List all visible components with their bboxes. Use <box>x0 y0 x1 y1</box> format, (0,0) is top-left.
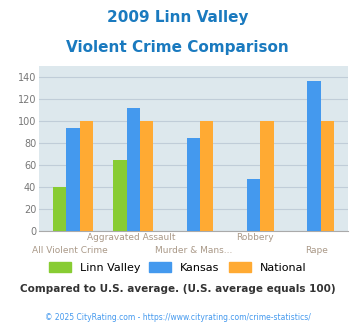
Bar <box>321 121 334 231</box>
Text: All Violent Crime: All Violent Crime <box>32 246 108 255</box>
Bar <box>260 121 274 231</box>
Bar <box>80 121 93 231</box>
Text: Compared to U.S. average. (U.S. average equals 100): Compared to U.S. average. (U.S. average … <box>20 284 335 294</box>
Bar <box>187 138 200 231</box>
Text: © 2025 CityRating.com - https://www.cityrating.com/crime-statistics/: © 2025 CityRating.com - https://www.city… <box>45 313 310 322</box>
Bar <box>247 179 260 231</box>
Bar <box>307 82 321 231</box>
Text: 2009 Linn Valley: 2009 Linn Valley <box>107 10 248 25</box>
Text: Robbery: Robbery <box>236 233 274 242</box>
Legend: Linn Valley, Kansas, National: Linn Valley, Kansas, National <box>44 258 311 278</box>
Text: Violent Crime Comparison: Violent Crime Comparison <box>66 40 289 54</box>
Bar <box>140 121 153 231</box>
Text: Rape: Rape <box>306 246 328 255</box>
Bar <box>53 187 66 231</box>
Bar <box>200 121 213 231</box>
Text: Murder & Mans...: Murder & Mans... <box>155 246 232 255</box>
Bar <box>127 108 140 231</box>
Bar <box>66 128 80 231</box>
Bar <box>113 159 127 231</box>
Text: Aggravated Assault: Aggravated Assault <box>87 233 176 242</box>
